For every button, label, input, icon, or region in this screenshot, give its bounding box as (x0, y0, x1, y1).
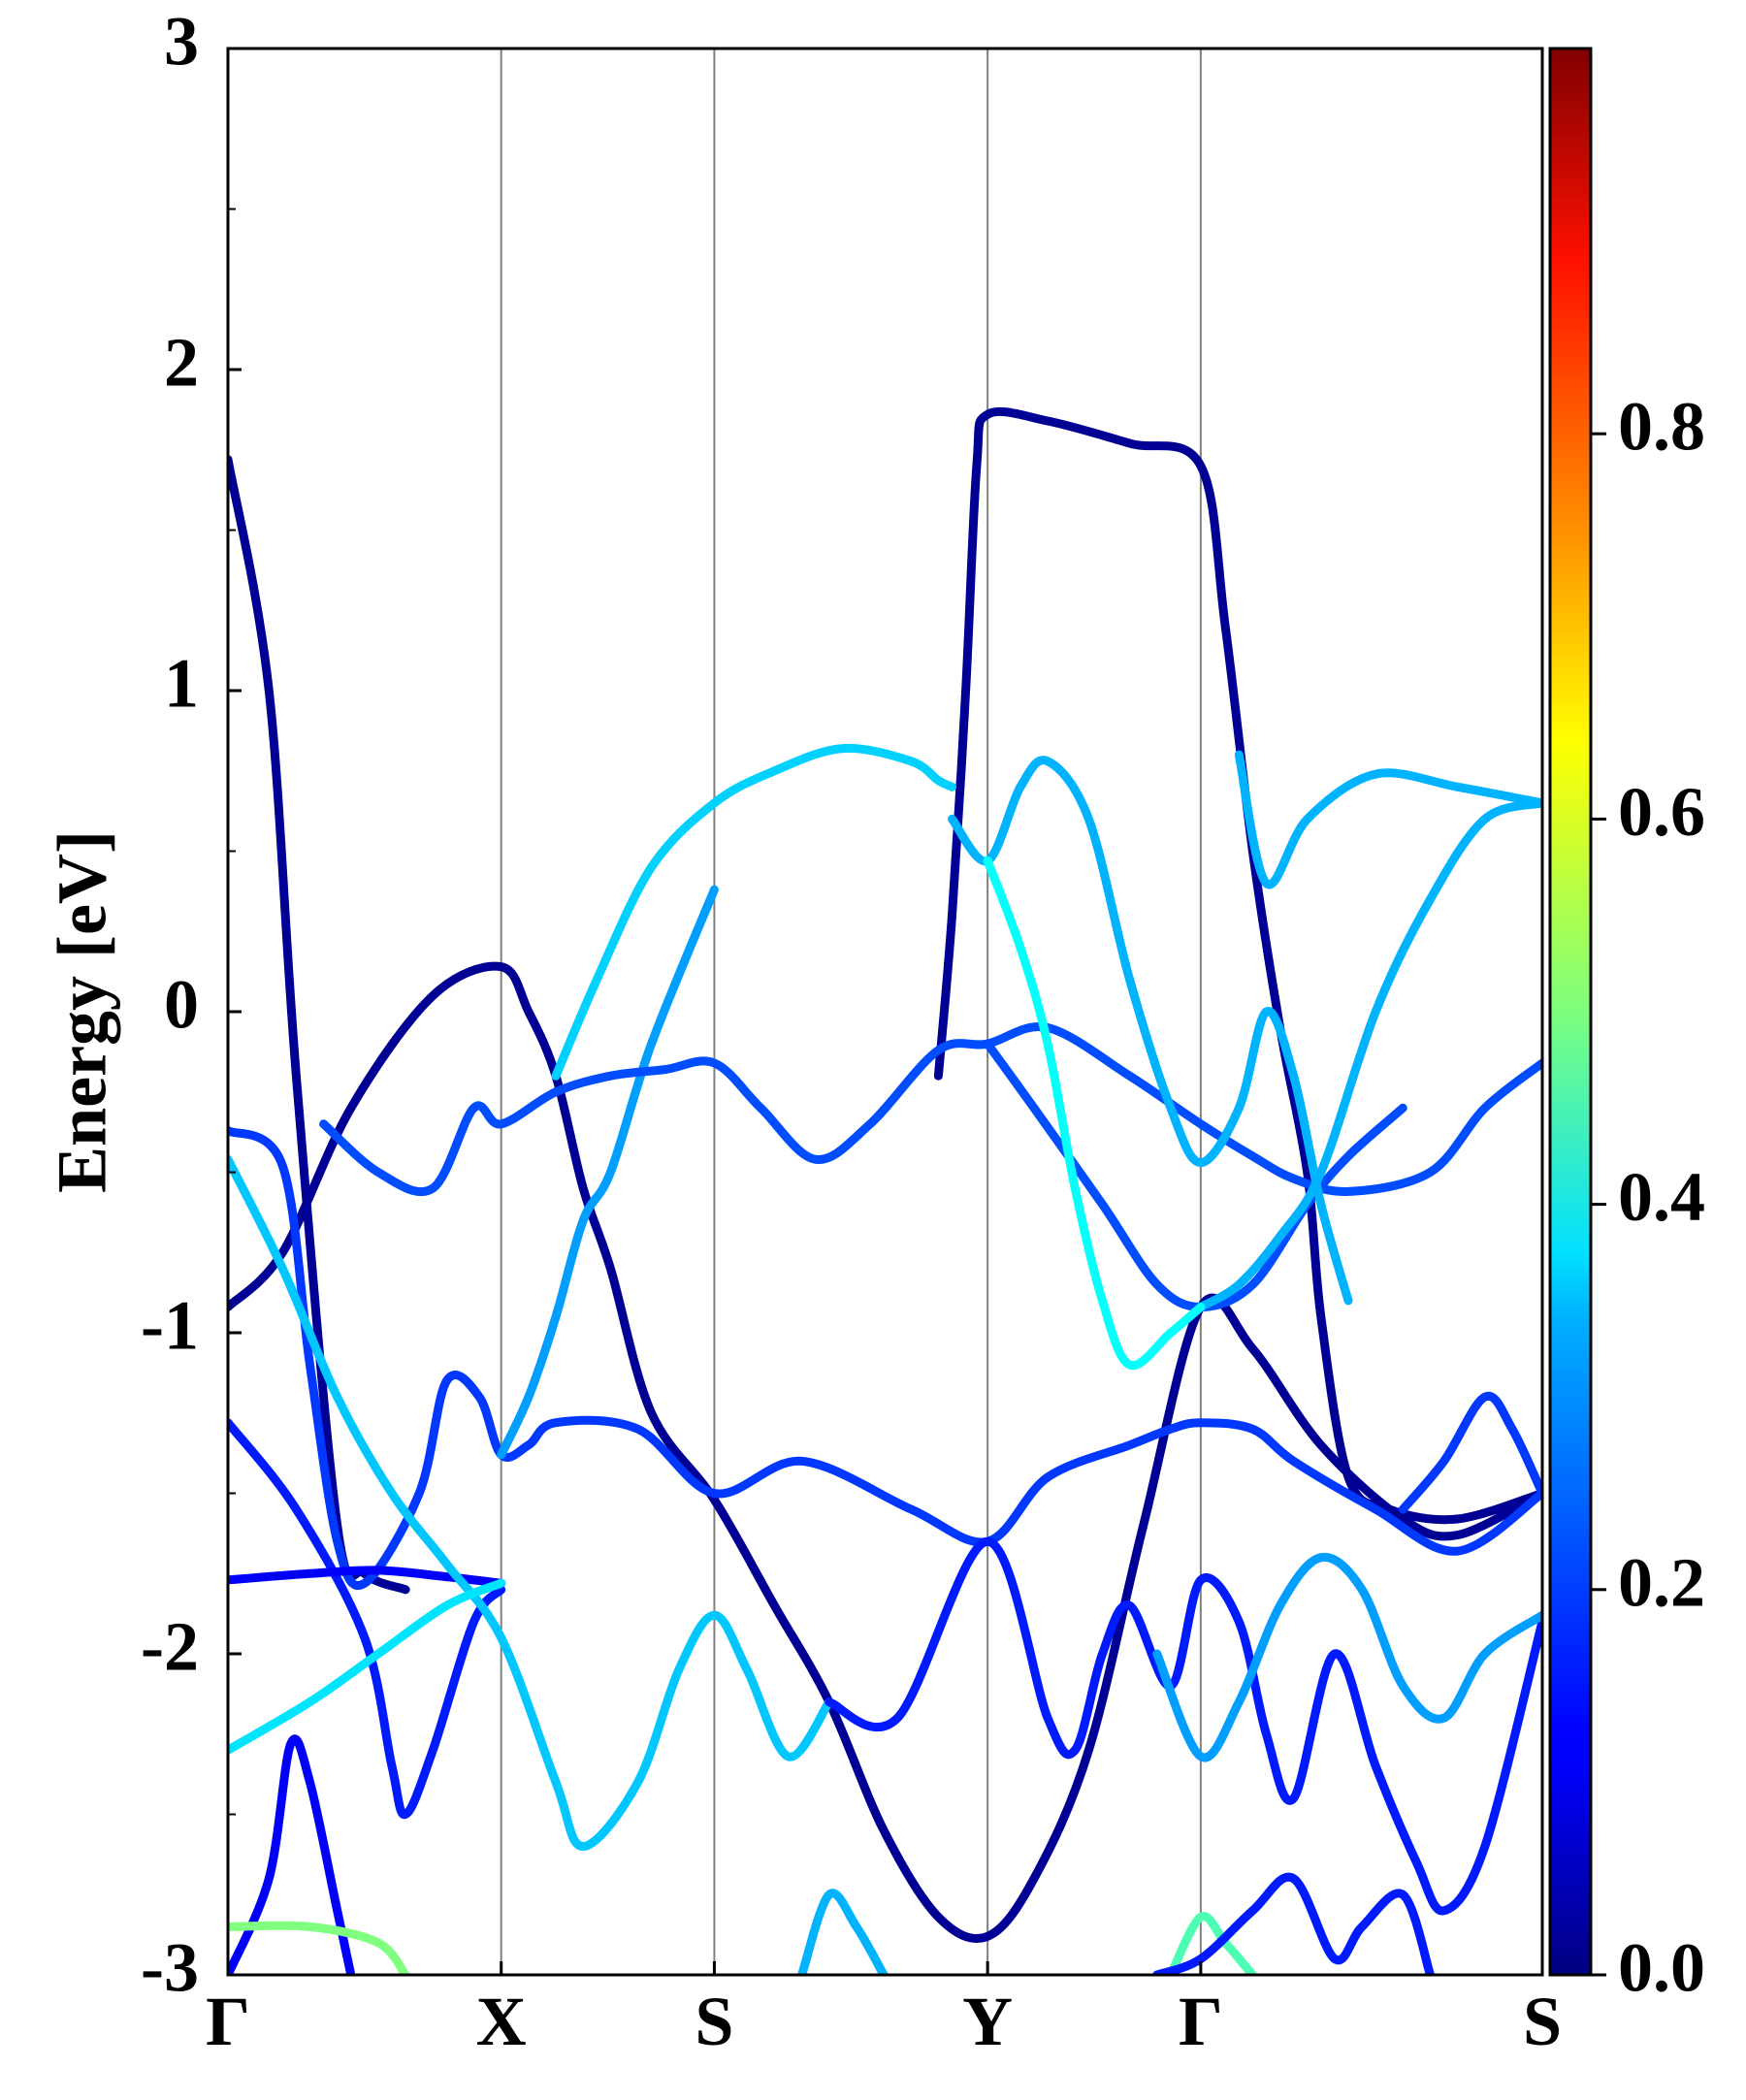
band-line (1234, 750, 1542, 889)
x-tick-label: X (476, 1983, 527, 2060)
x-tick-label: Γ (1179, 1983, 1223, 2060)
colorbar (1548, 47, 1593, 1977)
y-tick-label: 0 (164, 966, 199, 1044)
band-line (228, 1578, 506, 1755)
colorbar-ticks: 0.0 0.2 0.4 0.6 0.8 (1591, 388, 1705, 2007)
y-tick-label: -1 (141, 1287, 199, 1365)
band-line (551, 743, 956, 1081)
colorbar-tick-label: 0.0 (1618, 1929, 1705, 2007)
band-line (797, 1889, 889, 1975)
x-tick-label: Γ (206, 1983, 250, 2060)
colorbar-tick-label: 0.4 (1618, 1158, 1705, 1236)
x-tick-label: S (1523, 1983, 1562, 2060)
band-line (228, 1921, 410, 1975)
plot-frame (226, 47, 1544, 1977)
colorbar-tick-label: 0.6 (1618, 773, 1705, 851)
band-line (933, 406, 1542, 1525)
band-line (948, 756, 1353, 1306)
y-tick-label: 2 (164, 324, 199, 402)
band-line (1152, 1872, 1435, 1975)
band-line (824, 1536, 1542, 1916)
colorbar-tick-label: 0.8 (1618, 388, 1705, 466)
band-line (497, 885, 719, 1460)
y-tick-label: -3 (141, 1929, 199, 2007)
band-line (1398, 1391, 1542, 1514)
x-tick-label: S (695, 1983, 733, 2060)
band-line (228, 961, 1542, 1944)
band-line (228, 1126, 1542, 1590)
y-axis-label: Energy [eV] (44, 830, 121, 1193)
band-line (1196, 798, 1542, 1311)
band-line (1152, 1552, 1542, 1762)
y-axis-ticks: -3 -2 -1 0 1 2 3 (141, 3, 242, 2007)
y-tick-label: 1 (164, 645, 199, 723)
band-line (228, 1154, 834, 1852)
y-tick-label: -2 (141, 1608, 199, 1686)
band-line (228, 1418, 506, 1820)
band-lines (228, 406, 1542, 1975)
x-tick-label: Y (962, 1983, 1013, 2060)
colorbar-tick-label: 0.2 (1618, 1543, 1705, 1621)
band-line (983, 856, 1206, 1371)
band-line (228, 1734, 356, 1975)
kpoint-gridlines (500, 48, 1202, 1975)
band-line (1166, 1912, 1257, 1975)
y-tick-label: 3 (164, 3, 199, 81)
